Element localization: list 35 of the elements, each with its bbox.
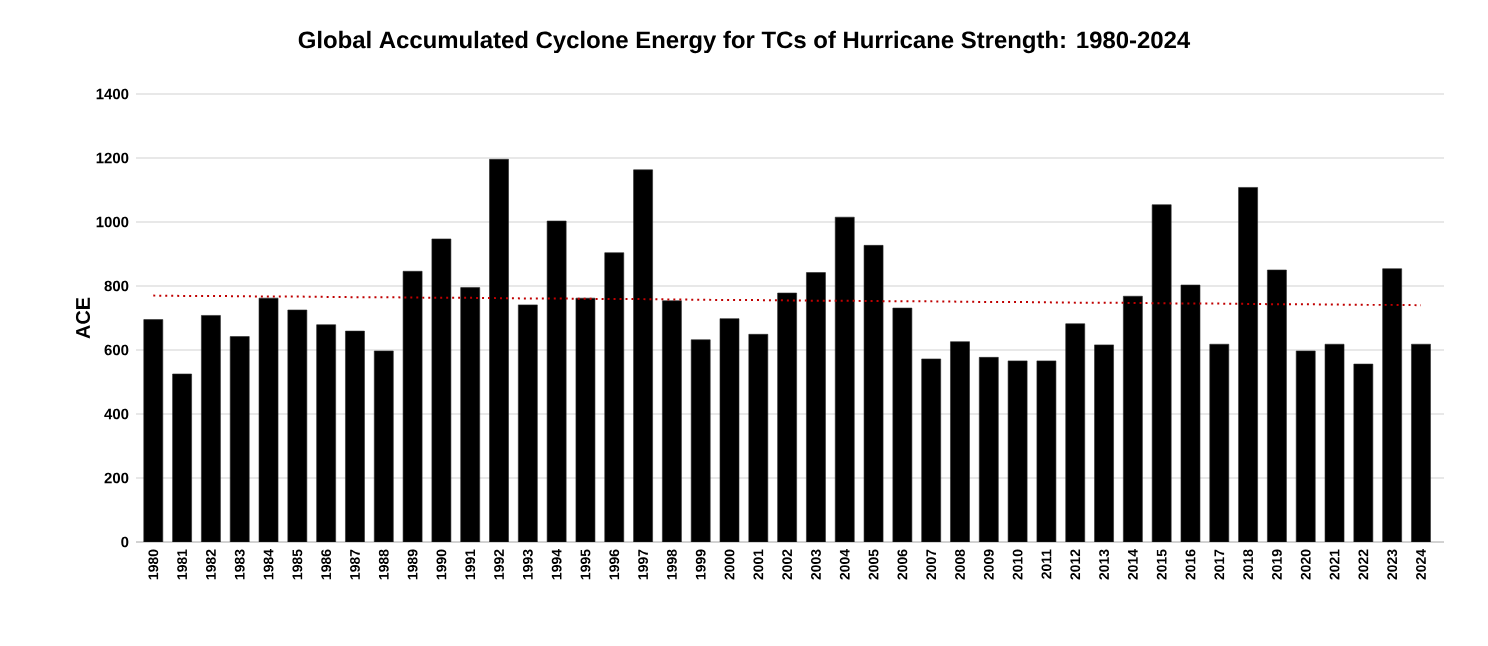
- bar: [1209, 343, 1230, 542]
- bar: [950, 341, 970, 542]
- bar: [690, 339, 711, 542]
- bar: [604, 252, 625, 542]
- bar: [1353, 363, 1374, 542]
- bar: [1123, 295, 1143, 542]
- bar: [978, 357, 999, 542]
- bar: [806, 272, 826, 542]
- bar: [662, 300, 682, 542]
- y-axis-title: ACE: [75, 297, 91, 339]
- bar: [633, 169, 653, 542]
- bar: [518, 304, 538, 542]
- bar: [489, 158, 509, 542]
- bar: [287, 309, 308, 542]
- bar: [1267, 269, 1287, 542]
- bar: [1295, 350, 1316, 542]
- bar: [172, 373, 192, 542]
- bar: [143, 319, 164, 542]
- bar: [373, 350, 394, 542]
- bar: [1411, 343, 1431, 542]
- bar: [1065, 323, 1086, 542]
- bar: [748, 334, 769, 542]
- bar: [1238, 187, 1258, 542]
- bar: [460, 287, 481, 542]
- chart-title: Global Accumulated Cyclone Energy for TCs of Hurricane Strength: 1980-2024: [298, 30, 1191, 54]
- bar: [921, 358, 941, 542]
- bar: [834, 216, 855, 542]
- bar: [229, 336, 250, 542]
- bar: [316, 324, 336, 542]
- bar: [1094, 344, 1114, 542]
- bar: [777, 292, 797, 542]
- bar: [345, 330, 365, 542]
- bar: [1382, 268, 1402, 542]
- bar: [201, 315, 221, 542]
- bar: [1151, 204, 1172, 542]
